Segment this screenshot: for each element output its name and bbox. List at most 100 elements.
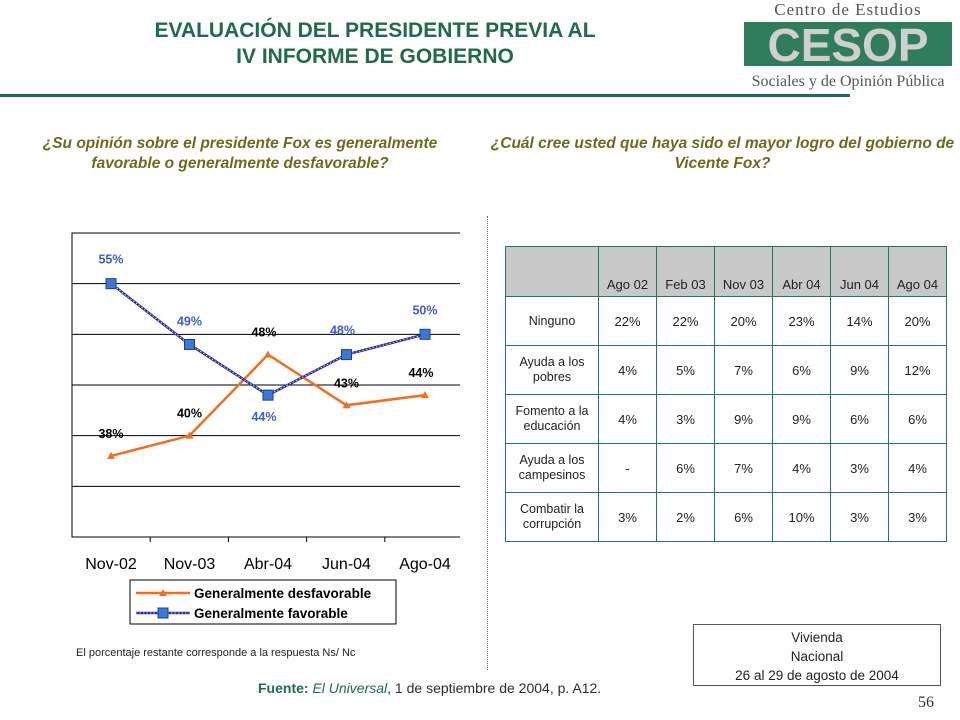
source-publication: El Universal [312,680,388,696]
data-label: 48% [330,324,355,338]
table-cell: 23% [772,296,831,346]
data-label: 44% [408,366,433,380]
source-label: Fuente: [258,680,309,696]
table-cell: 6% [714,492,773,542]
row-label: Ayuda a los campesinos [505,443,599,493]
table-cell: 3% [656,394,715,444]
source-line: Fuente: El Universal, 1 de septiembre de… [258,680,601,696]
logo-mark-block [744,22,952,66]
table-cell: 9% [772,394,831,444]
table-row: Combatir la corrupción 3% 2% 6% 10% 3% 3% [505,492,947,542]
table-cell: 4% [598,394,657,444]
table-cell: 3% [888,492,947,542]
table-cell: 4% [772,443,831,493]
survey-info-box: Vivienda Nacional 26 al 29 de agosto de … [693,624,941,686]
x-tick-label: Ago-04 [399,556,451,573]
table-cell: 5% [656,345,715,395]
info-line-1: Vivienda [791,630,843,645]
column-header: Jun 04 [830,246,889,297]
data-point-desfavorable [342,401,351,409]
data-label: 49% [177,314,202,328]
row-label: Ayuda a los pobres [505,345,599,395]
x-tick-label: Nov-02 [85,556,137,573]
table-cell: 6% [772,345,831,395]
data-point-favorable [341,349,352,361]
data-label: 43% [334,376,359,390]
table-cell: 12% [888,345,947,395]
table-cell: 9% [714,394,773,444]
row-label: Combatir la corrupción [505,492,599,542]
column-header: Ago 02 [598,246,657,297]
table-cell: 4% [888,443,947,493]
table-row: Fomento a la educación 4% 3% 9% 9% 6% 6% [505,394,947,444]
title-line-2: IV INFORME DE GOBIERNO [236,45,514,68]
data-label: 48% [251,326,276,340]
table-row: Ayuda a los pobres 4% 5% 7% 6% 9% 12% [505,345,947,395]
page-title: EVALUACIÓN DEL PRESIDENTE PREVIA AL IV I… [60,18,690,70]
data-point-desfavorable [421,391,429,399]
column-header: Abr 04 [772,246,831,297]
data-label: 40% [177,407,202,421]
column-header: Ago 04 [888,246,947,297]
table-cell: 6% [656,443,715,493]
table-cell: 6% [830,394,889,444]
table-cell: 20% [888,296,947,346]
table-corner-cell [505,246,599,297]
data-point-desfavorable [264,350,272,358]
table-header-row: Ago 02 Feb 03 Nov 03 Abr 04 Jun 04 Ago 04 [505,246,947,297]
legend-label: Generalmente desfavorable [194,586,372,601]
page-number: 56 [918,694,934,711]
data-point-favorable [105,278,117,290]
data-label: 50% [412,303,437,317]
table-cell: 10% [772,492,831,542]
data-point-desfavorable [185,431,194,439]
data-label: 55% [98,253,123,267]
row-label: Fomento a la educación [505,394,599,444]
data-point-favorable [262,389,274,401]
opinion-line-chart: Nov-02 Nov-03 Abr-04 Jun-04 Ago-04 38% 40% 48% 4… [71,232,460,625]
table-cell: 2% [656,492,715,542]
table-row: Ayuda a los campesinos -6% 7% 4% 3% 4% [505,443,947,493]
table-cell: 14% [830,296,889,346]
data-point-favorable [419,328,431,340]
source-rest: , 1 de septiembre de 2004, p. A12. [387,680,602,696]
table-cell: 7% [714,443,773,493]
table-cell: 20% [714,296,773,346]
legend-label: Generalmente favorable [194,606,348,621]
section-divider [487,216,488,670]
column-header: Feb 03 [656,246,715,297]
table-cell: 22% [598,296,657,346]
logro-table: Ago 02 Feb 03 Nov 03 Abr 04 Jun 04 Ago 04 Ning… [505,246,947,542]
table-cell: 3% [598,492,657,542]
data-label: 44% [251,410,276,424]
info-line-2: Nacional [790,649,844,664]
data-label: 38% [98,427,123,441]
table-cell: 6% [888,394,947,444]
title-line-1: EVALUACIÓN DEL PRESIDENTE PREVIA AL [154,19,596,42]
data-point-desfavorable [107,451,115,459]
table-cell: 4% [598,345,657,395]
table-cell: 22% [656,296,715,346]
cesop-logo: Centro de Estudios CESOP Sociales y de O… [744,0,952,90]
table-row: Ninguno 22% 22% 20% 23% 14% 20% [505,296,947,346]
footnote-note: El porcentaje restante corresponde a la … [76,647,356,659]
table-cell: 9% [830,345,889,395]
logo-bottom-text: Sociales y de Opinión Pública [752,73,945,90]
header-rule [0,94,850,97]
legend-box [129,579,397,625]
x-tick-label: Jun-04 [322,556,371,573]
column-header: Nov 03 [714,246,773,297]
table-cell: - [598,443,657,493]
row-label: Ninguno [505,296,599,346]
legend-marker-square [157,607,169,619]
info-line-3: 26 al 29 de agosto de 2004 [735,668,899,683]
question-logro: ¿Cuál cree usted que haya sido el mayor … [490,135,955,172]
x-tick-label: Abr-04 [244,556,292,573]
logo-top-text: Centro de Estudios [774,0,921,19]
x-tick-label: Nov-03 [164,556,216,573]
data-point-favorable [184,338,195,350]
legend-marker-triangle [159,589,167,596]
table-cell: 3% [830,443,889,493]
table-cell: 7% [714,345,773,395]
logo-mark-text: CESOP [767,19,928,71]
